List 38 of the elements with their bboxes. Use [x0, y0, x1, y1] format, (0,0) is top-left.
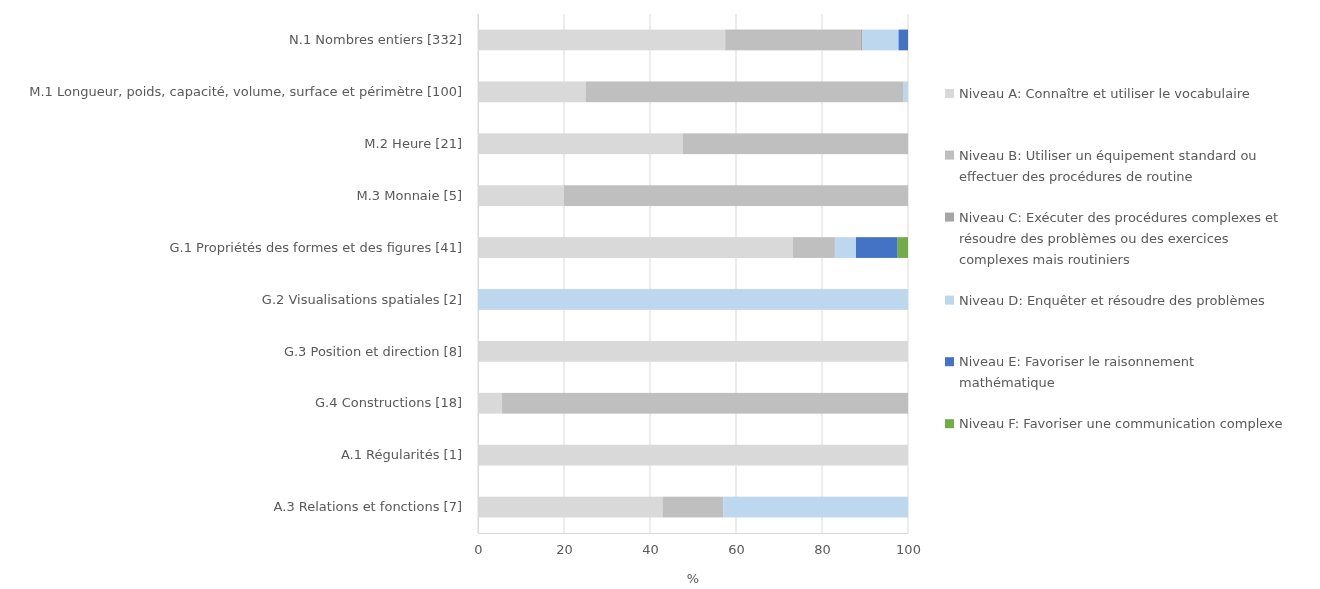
- bar: [898, 29, 908, 51]
- y-tick-label: G.3 Position et direction [8]: [283, 343, 462, 359]
- legend-label: Niveau C: Exécuter des procédures complexes et résoudre des problèmes ou des exercices complexes mais routiniers: [959, 209, 1279, 267]
- legend-label: Niveau A: Connaître et utiliser le vocabulaire: [959, 86, 1250, 101]
- bar: [855, 237, 898, 258]
- bar: [564, 185, 908, 207]
- x-tick-label: 20: [556, 542, 573, 558]
- bar: [862, 29, 899, 51]
- y-tick-label: N.1 Nombres entiers [332]: [289, 32, 462, 48]
- y-tick-label: M.3 Monnaie [5]: [356, 187, 462, 203]
- bar: [682, 133, 908, 155]
- bar: [897, 237, 908, 258]
- legend-label: Niveau B: Utiliser un équipement standard ou effectuer des procédures de routine: [959, 147, 1257, 184]
- bar: [903, 81, 908, 103]
- y-tick-label: M.2 Heure [21]: [364, 135, 462, 151]
- x-tick-label: 80: [814, 542, 831, 558]
- y-tick-label: G.2 Visualisations spatiales [2]: [261, 291, 462, 307]
- x-tick-label: 0: [474, 542, 483, 558]
- bar: [834, 237, 856, 258]
- y-tick-label: A.3 Relations et fonctions [7]: [273, 499, 462, 515]
- y-tick-label: G.4 Constructions [18]: [315, 395, 462, 411]
- legend-label: Niveau D: Enquêter et résoudre des problèmes: [959, 292, 1266, 308]
- x-tick-label: 100: [896, 542, 921, 558]
- y-tick-label: G.1 Propriétés des formes et des figures [41]: [169, 239, 462, 255]
- bar: [723, 496, 908, 518]
- bar: [478, 289, 908, 310]
- x-axis-title: %: [686, 571, 700, 586]
- bar: [725, 29, 861, 51]
- x-tick-label: 60: [728, 542, 745, 558]
- bar: [502, 392, 908, 414]
- bar: [792, 237, 835, 258]
- legend-label: Niveau F: Favoriser une communication complexe: [959, 416, 1283, 432]
- bar: [662, 496, 724, 518]
- y-tick-label: M.1 Longueur, poids, capacité, volume, surface et périmètre [100]: [29, 84, 462, 100]
- y-tick-label: A.1 Régularités [1]: [340, 447, 462, 463]
- bar: [585, 81, 904, 103]
- x-tick-label: 40: [642, 542, 659, 558]
- legend-label: Niveau E: Favoriser le raisonnement mathématique: [959, 354, 1195, 391]
